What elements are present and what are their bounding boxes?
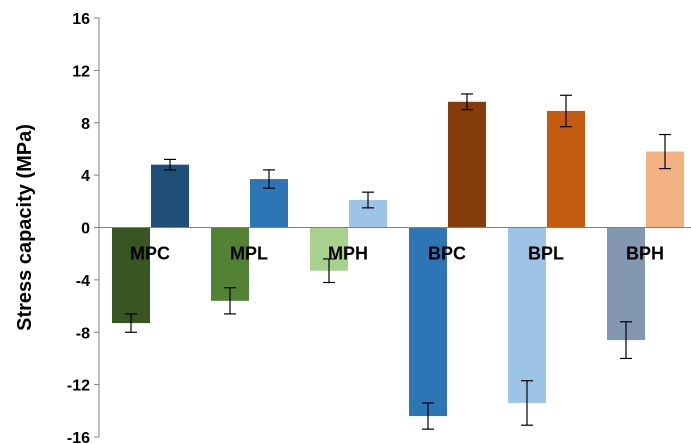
bar xyxy=(547,110,585,228)
y-tick-label: 4 xyxy=(81,168,90,185)
y-tick-label: -12 xyxy=(67,378,90,395)
error-bars-layer xyxy=(125,93,671,430)
bar xyxy=(508,227,546,403)
y-axis-title: Stress capacity (MPa) xyxy=(14,124,36,331)
y-tick-label: 8 xyxy=(81,116,90,133)
axis-layer xyxy=(98,18,691,437)
y-tick-label: -8 xyxy=(76,325,90,342)
bar xyxy=(409,227,447,417)
y-tick-label: 12 xyxy=(72,63,90,80)
y-ticks: 16 12 8 4 0 -4 -8 -12 -16 xyxy=(67,11,99,444)
bars-layer xyxy=(112,101,684,417)
category-label: MPL xyxy=(230,244,268,264)
category-label: MPH xyxy=(328,244,368,264)
error-bar xyxy=(422,402,434,430)
error-bar xyxy=(461,93,473,111)
y-tick-label: -4 xyxy=(76,273,90,290)
error-bar xyxy=(164,158,176,171)
error-bar xyxy=(659,133,671,170)
bar xyxy=(448,101,486,228)
error-bar xyxy=(323,258,335,284)
error-bar xyxy=(560,94,572,128)
bar xyxy=(112,227,150,324)
bar xyxy=(151,164,189,228)
category-label: BPH xyxy=(626,244,664,264)
y-tick-label: 0 xyxy=(81,221,90,238)
error-bar xyxy=(620,321,632,360)
category-labels: MPC MPL MPH BPC BPL BPH xyxy=(130,244,664,264)
category-label: MPC xyxy=(130,244,170,264)
error-bar xyxy=(224,287,236,315)
y-tick-label: -16 xyxy=(67,430,90,444)
error-bar xyxy=(125,313,137,333)
error-bar xyxy=(362,191,374,209)
error-bar xyxy=(521,380,533,426)
category-label: BPL xyxy=(528,244,564,264)
category-label: BPC xyxy=(428,244,466,264)
y-tick-label: 16 xyxy=(72,11,90,28)
error-bar xyxy=(263,169,275,189)
